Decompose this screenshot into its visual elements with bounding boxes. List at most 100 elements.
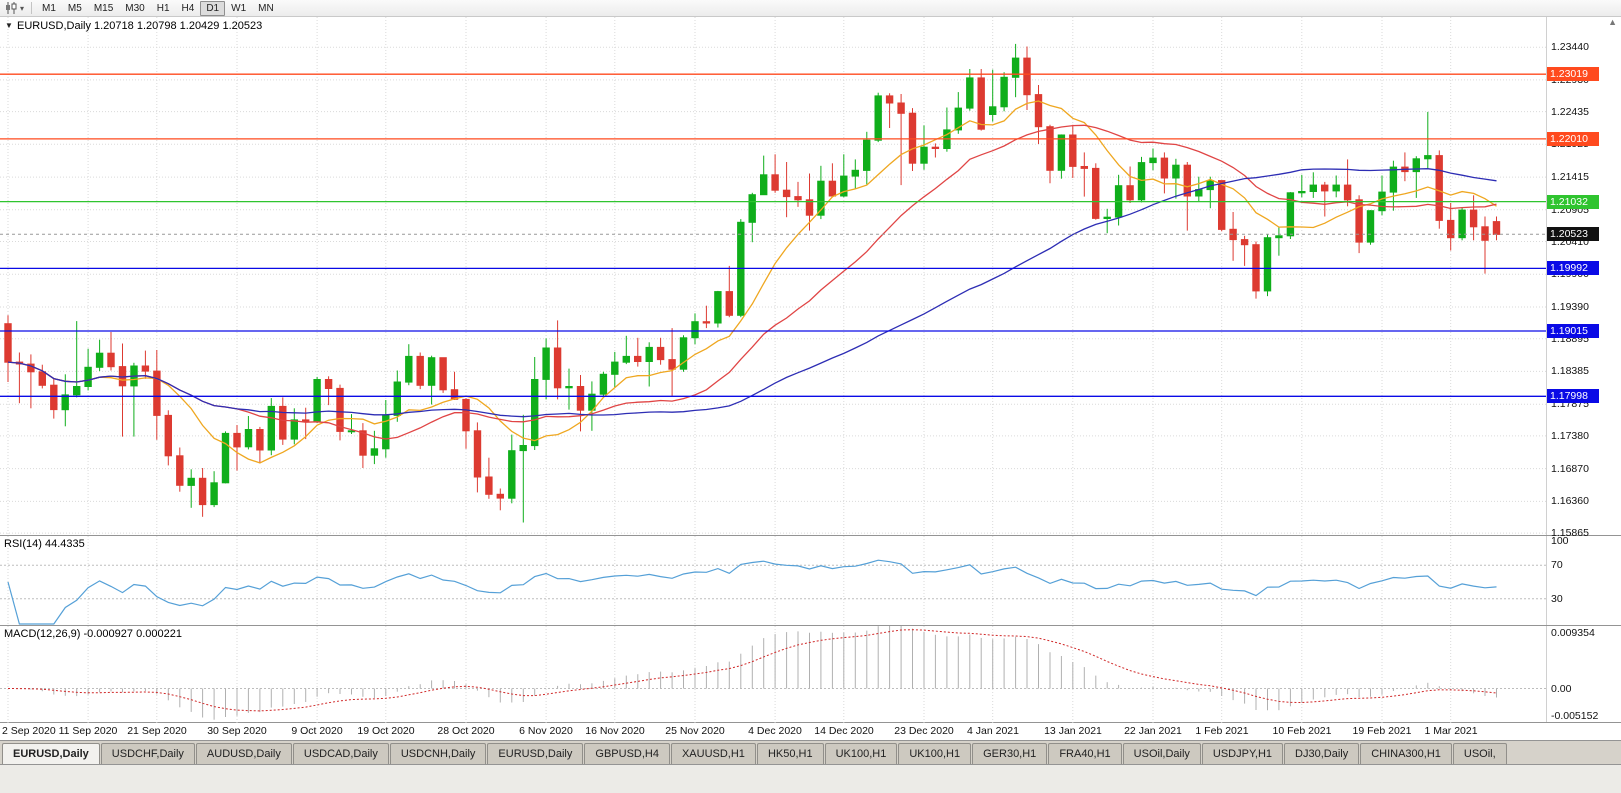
- date-axis-label: 25 Nov 2020: [665, 725, 725, 737]
- hline-price-tag[interactable]: 1.22010: [1547, 132, 1599, 146]
- rsi-grid-layer: [0, 536, 1546, 626]
- rsi-label: RSI(14) 44.4335: [4, 538, 85, 550]
- chart-tab-ger30-h1[interactable]: GER30,H1: [972, 743, 1048, 764]
- timeframe-button-m30[interactable]: M30: [125, 2, 145, 14]
- date-axis[interactable]: 2 Sep 2020 11 Sep 2020 21 Sep 2020 30 Sep 2…: [0, 723, 1621, 741]
- chart-tab-uk100-h1[interactable]: UK100,H1: [824, 743, 898, 764]
- current-price-tag: 1.20523: [1547, 227, 1599, 241]
- chart-tab-bar: EURUSD,Daily USDCHF,Daily AUDUSD,Daily USDC…: [0, 741, 1621, 765]
- hline-price-tag[interactable]: 1.19015: [1547, 324, 1599, 338]
- timeframe-button-d1[interactable]: D1: [200, 0, 226, 16]
- date-axis-label: 28 Oct 2020: [437, 725, 495, 737]
- rsi-pane: RSI(14) 44.4335 100 70 30: [0, 535, 1621, 626]
- date-axis-label: 23 Dec 2020: [894, 725, 954, 737]
- chart-area: ▼ EURUSD,Daily 1.20718 1.20798 1.20429 1…: [0, 17, 1621, 741]
- chart-tab-usdjpy-h1[interactable]: USDJPY,H1: [1201, 743, 1284, 764]
- chart-tab-usdcnh-daily[interactable]: USDCNH,Daily: [389, 743, 487, 764]
- chevron-down-icon[interactable]: ▾: [20, 3, 25, 13]
- timeframe-button-m15[interactable]: M15: [93, 2, 114, 14]
- rsi-scale-label: 30: [1551, 593, 1563, 605]
- date-axis-label: 11 Sep 2020: [58, 725, 118, 737]
- toolbar-separator: [31, 2, 33, 14]
- chart-tab-fra40-h1[interactable]: FRA40,H1: [1048, 743, 1122, 764]
- macd-label: MACD(12,26,9) -0.000927 0.000221: [4, 628, 182, 640]
- macd-grid-layer: [0, 626, 1546, 723]
- horizontal-lines-layer[interactable]: [0, 73, 1546, 397]
- statusbar-filler: [0, 765, 1621, 793]
- chart-tab-hk50-h1[interactable]: HK50,H1: [756, 743, 824, 764]
- rsi-canvas[interactable]: [0, 536, 1546, 626]
- price-axis-tick: 1.18385: [1551, 365, 1589, 377]
- timeframe-button-m1[interactable]: M1: [42, 2, 56, 14]
- chart-tab-usdchf-daily[interactable]: USDCHF,Daily: [100, 743, 195, 764]
- price-axis-tick: 1.15865: [1551, 527, 1589, 539]
- hline-price-tag[interactable]: 1.17998: [1547, 389, 1599, 403]
- date-axis-label: 22 Jan 2021: [1124, 725, 1182, 737]
- date-axis-label: 13 Jan 2021: [1044, 725, 1102, 737]
- date-axis-label: 19 Oct 2020: [357, 725, 415, 737]
- candles-layer: [4, 43, 1501, 523]
- price-axis-tick: 1.19390: [1551, 301, 1589, 313]
- macd-histogram-layer: [18, 626, 1497, 720]
- date-axis-label: 1 Feb 2021: [1195, 725, 1249, 737]
- grid-layer: [0, 17, 1546, 536]
- macd-axis-separator: [1546, 626, 1547, 722]
- price-axis-tick: 1.23440: [1551, 41, 1589, 53]
- macd-scale-label: -0.005152: [1551, 710, 1599, 722]
- macd-pane: MACD(12,26,9) -0.000927 0.000221 0.00935…: [0, 626, 1621, 723]
- hline-price-tag[interactable]: 1.21032: [1547, 195, 1599, 209]
- hline-price-tag[interactable]: 1.23019: [1547, 67, 1599, 81]
- date-axis-label: 6 Nov 2020: [519, 725, 573, 737]
- chart-tab-eurusd-daily[interactable]: EURUSD,Daily: [2, 743, 100, 764]
- price-axis-tick: 1.21415: [1551, 171, 1589, 183]
- chart-tab-uk100-h1[interactable]: UK100,H1: [898, 743, 972, 764]
- timeframe-button-m5[interactable]: M5: [67, 2, 82, 14]
- date-axis-label: 9 Oct 2020: [291, 725, 343, 737]
- price-axis-tick: 1.16360: [1551, 495, 1589, 507]
- collapse-triangle-icon[interactable]: ▼: [5, 21, 13, 30]
- chart-tab-china300-h1[interactable]: CHINA300,H1: [1360, 743, 1452, 764]
- timeframe-button-h1[interactable]: H1: [156, 2, 170, 14]
- price-axis-separator: [1546, 17, 1547, 535]
- price-axis-tick: 1.16870: [1551, 463, 1589, 475]
- macd-canvas[interactable]: [0, 626, 1546, 723]
- timeframe-button-w1[interactable]: W1: [231, 2, 247, 14]
- timeframe-button-mn[interactable]: MN: [258, 2, 274, 14]
- chart-tab-usoil-daily[interactable]: USOil,Daily: [1122, 743, 1201, 764]
- date-axis-label: 21 Sep 2020: [127, 725, 187, 737]
- timeframe-bar: M1 M5 M15 M30 H1 H4 D1 W1 MN: [36, 0, 280, 16]
- date-axis-label: 16 Nov 2020: [585, 725, 645, 737]
- macd-signal-layer: [7, 629, 1497, 712]
- chart-tab-gbpusd-h4[interactable]: GBPUSD,H4: [584, 743, 670, 764]
- scroll-up-icon[interactable]: ▲: [1608, 17, 1617, 27]
- chart-tab-eurusd-daily[interactable]: EURUSD,Daily: [487, 743, 584, 764]
- date-axis-label: 4 Jan 2021: [967, 725, 1019, 737]
- chart-title: EURUSD,Daily 1.20718 1.20798 1.20429 1.2…: [17, 20, 263, 32]
- date-axis-label: 19 Feb 2021: [1352, 725, 1412, 737]
- rsi-line-layer: [7, 559, 1497, 625]
- timeframe-button-h4[interactable]: H4: [181, 2, 195, 14]
- candlestick-chart-icon[interactable]: [3, 1, 20, 16]
- date-axis-label: 30 Sep 2020: [207, 725, 267, 737]
- main-price-pane: ▼ EURUSD,Daily 1.20718 1.20798 1.20429 1…: [0, 17, 1621, 539]
- hline-price-tag[interactable]: 1.19992: [1547, 261, 1599, 275]
- chart-tab-usdcad-daily[interactable]: USDCAD,Daily: [292, 743, 389, 764]
- date-axis-label: 4 Dec 2020: [748, 725, 802, 737]
- ma-lines-layer: [7, 100, 1497, 464]
- macd-scale-label: 0.00: [1551, 683, 1572, 695]
- chart-tab-dj30-daily[interactable]: DJ30,Daily: [1284, 743, 1360, 764]
- date-axis-label: 14 Dec 2020: [814, 725, 874, 737]
- chart-tab-usoil[interactable]: USOil,: [1452, 743, 1507, 764]
- macd-scale-label: 0.009354: [1551, 627, 1595, 639]
- main-chart-canvas[interactable]: [0, 17, 1546, 536]
- date-axis-label: 1 Mar 2021: [1424, 725, 1478, 737]
- chart-tab-xauusd-h1[interactable]: XAUUSD,H1: [670, 743, 756, 764]
- rsi-axis-separator: [1546, 536, 1547, 625]
- price-axis-tick: 1.22435: [1551, 106, 1589, 118]
- rsi-scale-label: 70: [1551, 559, 1563, 571]
- price-axis-tick: 1.17380: [1551, 430, 1589, 442]
- chart-tab-audusd-daily[interactable]: AUDUSD,Daily: [195, 743, 292, 764]
- date-axis-label: 2 Sep 2020: [2, 725, 56, 737]
- date-axis-label: 10 Feb 2021: [1272, 725, 1332, 737]
